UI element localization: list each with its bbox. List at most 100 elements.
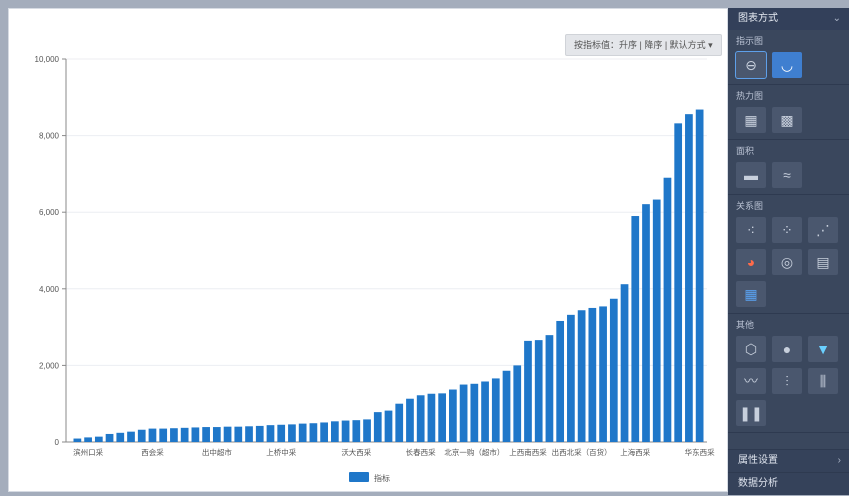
bar — [288, 424, 296, 442]
bar — [652, 199, 661, 442]
bar — [556, 320, 565, 442]
section-label: 其他 — [736, 320, 755, 330]
bar — [330, 421, 339, 442]
scatter-icon[interactable]: ⁖ — [736, 217, 766, 243]
heatmap-icon[interactable]: ▦ — [736, 107, 766, 133]
bar — [695, 109, 704, 442]
dots-icon[interactable]: ⁘ — [772, 217, 802, 243]
x-tick-label: 出西北采（百货） — [552, 447, 612, 457]
section-other: 其他 ⬡ ● ▼ 〰 ⫶ ⫼ ❚❚ — [728, 314, 849, 433]
section-label: 热力图 — [736, 91, 764, 101]
bar — [449, 389, 457, 442]
bar — [105, 433, 114, 442]
bar — [631, 216, 640, 442]
bar — [277, 424, 286, 442]
grid-table-icon[interactable]: ▩ — [772, 107, 802, 133]
bar — [202, 427, 210, 442]
bar — [663, 177, 672, 443]
bar — [384, 410, 393, 442]
property-settings-row[interactable]: 属性设置 › — [728, 449, 849, 472]
hexagon-icon[interactable]: ⬡ — [736, 336, 766, 362]
section-label: 关系图 — [736, 201, 764, 211]
bar — [245, 426, 253, 442]
treemap-icon[interactable]: ▦ — [736, 281, 766, 307]
y-tick-label: 8,000 — [39, 132, 60, 141]
y-tick-label: 0 — [55, 438, 60, 447]
tree-icon[interactable]: ⋰ — [808, 217, 838, 243]
section-heatmap: 热力图 ▦ ▩ — [728, 85, 849, 140]
x-tick-label: 上海西采 — [620, 447, 650, 457]
panel-footer: 属性设置 › 数据分析 — [728, 449, 849, 495]
bar — [438, 393, 447, 442]
panel-title-text: 图表方式 — [738, 13, 778, 24]
funnel-icon[interactable]: ▼ — [808, 336, 838, 362]
data-analysis-label: 数据分析 — [738, 478, 778, 489]
bar — [320, 422, 328, 442]
x-tick-label: 华东西采 — [685, 447, 715, 457]
bar — [234, 426, 243, 442]
half-bowl-icon[interactable]: ◡ — [772, 52, 802, 78]
combo-icon[interactable]: ⫼ — [808, 368, 838, 394]
bar — [159, 428, 168, 442]
bar — [406, 398, 414, 442]
column-line-icon[interactable]: ⫶ — [772, 368, 802, 394]
panel-title[interactable]: 图表方式 ⌄ — [728, 8, 849, 30]
chart-type-panel: 图表方式 ⌄ 指示图 ⊖ ◡ 热力图 ▦ ▩ 面积 ▬ ≈ 关系图 ⁖ ⁘ ⋰ … — [728, 8, 849, 495]
wave-area-icon[interactable]: ≈ — [772, 162, 802, 188]
section-area: 面积 ▬ ≈ — [728, 140, 849, 195]
bar — [577, 310, 586, 442]
bar — [212, 427, 221, 442]
target-icon[interactable]: ◎ — [772, 249, 802, 275]
property-settings-label: 属性设置 — [738, 455, 778, 466]
bar — [116, 432, 125, 442]
bar — [620, 284, 629, 442]
bar — [127, 431, 135, 442]
bar — [298, 423, 307, 442]
bar — [470, 383, 479, 442]
bar — [642, 204, 650, 442]
bar — [599, 306, 607, 442]
y-tick-label: 10,000 — [35, 55, 60, 64]
bar — [148, 428, 157, 442]
pie-icon[interactable]: ◕ — [736, 249, 766, 275]
pause-bars-icon[interactable]: ❚❚ — [736, 400, 766, 426]
bar — [191, 427, 200, 442]
bar — [73, 438, 82, 442]
x-tick-label: 出中超市 — [202, 447, 232, 457]
legend-swatch — [349, 472, 369, 482]
x-tick-label: 上西南西采 — [509, 447, 547, 457]
chevron-right-icon[interactable]: › — [837, 455, 841, 466]
bar — [491, 378, 500, 442]
bar — [674, 123, 683, 443]
x-tick-label: 北京一购（超市） — [444, 447, 504, 457]
bar — [588, 307, 597, 442]
bar — [524, 340, 532, 442]
data-analysis-row[interactable]: 数据分析 — [728, 472, 849, 495]
bar — [352, 420, 361, 442]
chevron-down-icon[interactable]: ⌄ — [832, 13, 841, 24]
bar — [223, 426, 232, 442]
bar — [416, 395, 425, 442]
bar — [395, 403, 404, 442]
section-label: 指示图 — [736, 36, 764, 46]
bar — [534, 340, 543, 442]
tiles-icon[interactable]: ▤ — [808, 249, 838, 275]
area-icon[interactable]: ▬ — [736, 162, 766, 188]
bar — [84, 437, 92, 442]
bar — [309, 423, 318, 442]
x-tick-label: 上桥中采 — [266, 447, 296, 457]
bar-chart: 0 2,000 4,000 6,000 8,000 10,000 滨州口采 西会采 出中超市 上桥… — [35, 55, 716, 483]
globe-icon[interactable]: ● — [772, 336, 802, 362]
section-relation: 关系图 ⁖ ⁘ ⋰ ◕ ◎ ▤ ▦ — [728, 195, 849, 314]
minus-circle-icon[interactable]: ⊖ — [735, 51, 767, 79]
y-tick-label: 4,000 — [39, 285, 60, 294]
sort-order-selector[interactable]: 按指标值：升序 | 降序 | 默认方式 ▾ — [565, 34, 722, 56]
bar — [341, 420, 350, 442]
bar — [513, 365, 522, 442]
bar — [545, 335, 554, 442]
line-chart-icon[interactable]: 〰 — [736, 368, 766, 394]
bar — [137, 429, 146, 442]
y-tick-label: 6,000 — [39, 208, 60, 217]
y-tick-label: 2,000 — [39, 361, 60, 370]
x-tick-label: 长春西采 — [406, 447, 436, 457]
